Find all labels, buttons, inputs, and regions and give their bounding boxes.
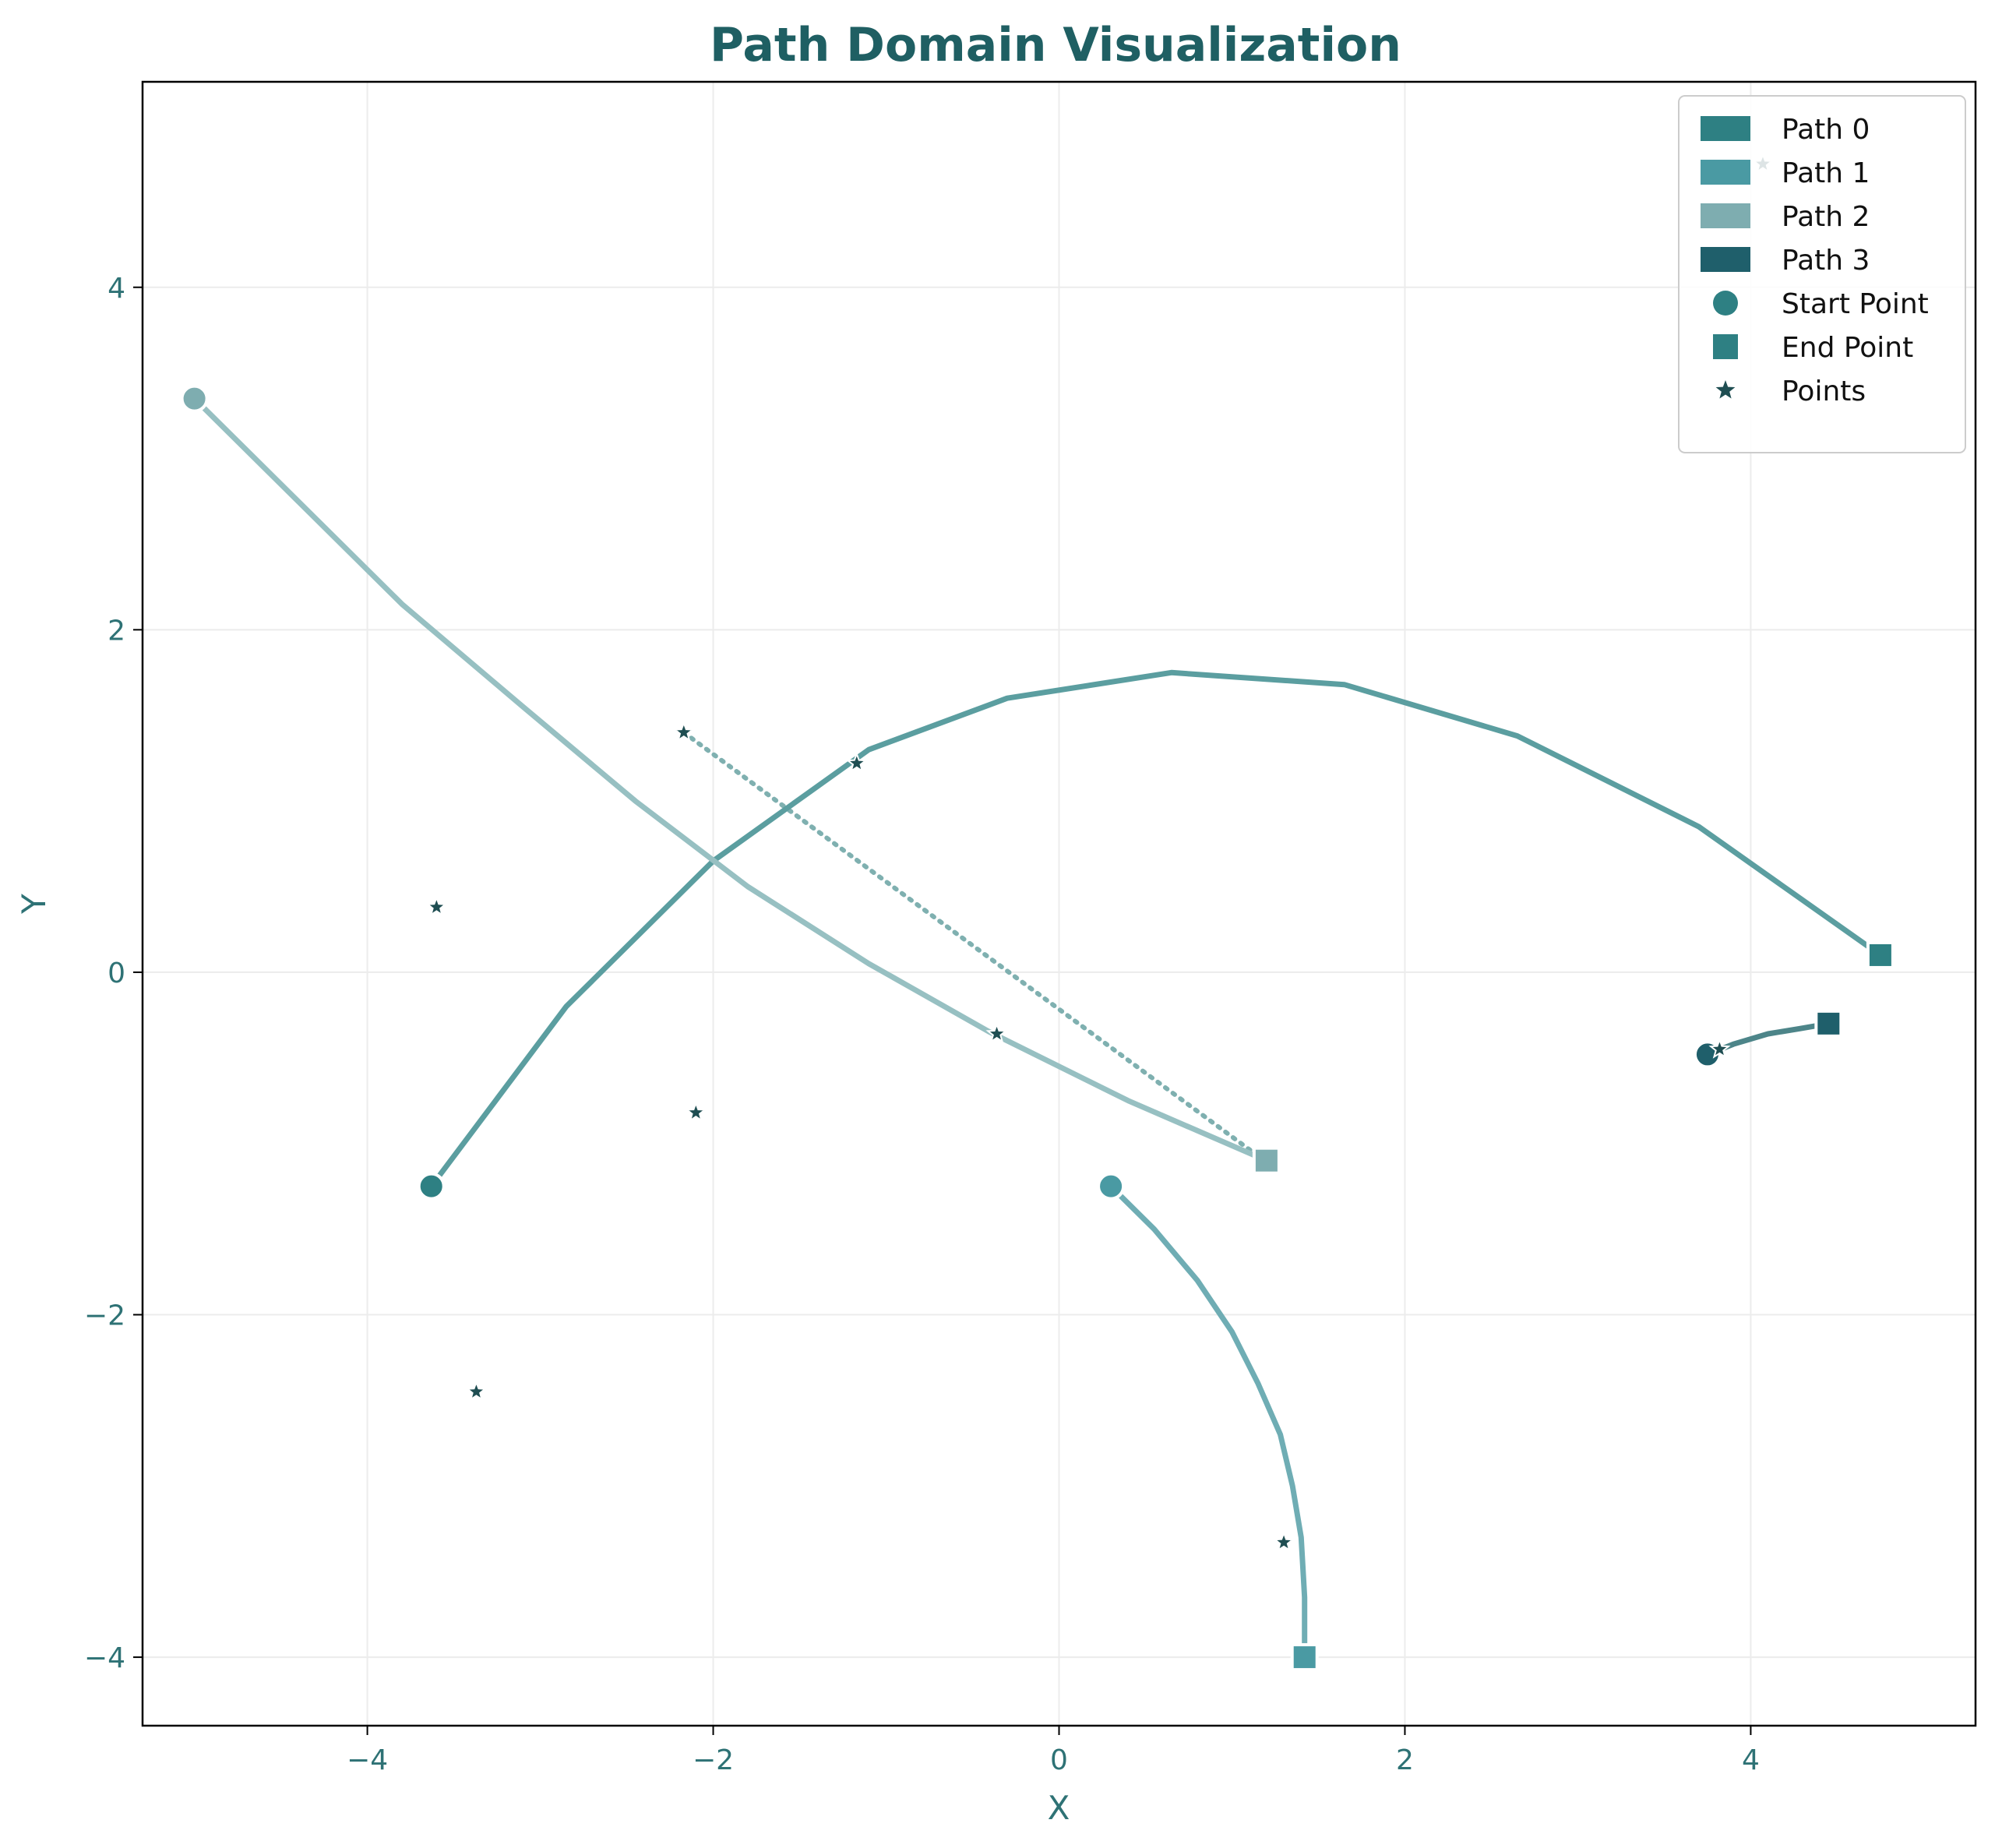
path-1-line — [1108, 1183, 1308, 1660]
path-3-end-point — [1814, 1009, 1843, 1038]
x-tick-label: 2 — [1396, 1744, 1414, 1776]
legend-label-start-point: Start Point — [1782, 288, 1929, 320]
x-tick-label: 0 — [1050, 1744, 1068, 1776]
grid — [143, 82, 1976, 1726]
path-1-end-point — [1290, 1643, 1319, 1672]
x-tick-label: −4 — [347, 1744, 388, 1776]
legend-label-points: Points — [1782, 376, 1866, 407]
dotted-connector — [681, 730, 1256, 1155]
scatter-point — [845, 751, 868, 773]
legend-box — [1678, 95, 1966, 453]
legend-marker-end-point — [1713, 334, 1738, 359]
scatter-point — [985, 1022, 1008, 1043]
scatter-point — [465, 1380, 488, 1402]
markers — [180, 152, 1895, 1672]
x-tick-label: 4 — [1742, 1744, 1760, 1776]
legend-label-end-point: End Point — [1782, 332, 1913, 364]
path-0-start-point — [417, 1172, 446, 1201]
axis-ticks: −4 −2 0 2 4 −4 −2 0 2 4 — [84, 273, 1760, 1776]
path-2-line — [192, 396, 1270, 1164]
path-0-line — [428, 669, 1884, 1190]
scatter-point — [1708, 1037, 1731, 1059]
x-tick-label: −2 — [693, 1744, 734, 1776]
scatter-point — [425, 895, 448, 917]
legend-label-path-2: Path 2 — [1782, 201, 1870, 233]
series-lines — [192, 396, 1884, 1660]
legend-label-path-0: Path 0 — [1782, 114, 1870, 146]
chart-title: Path Domain Visualization — [710, 18, 1401, 72]
scatter-point — [685, 1101, 707, 1123]
legend-marker-start-point — [1713, 291, 1738, 316]
legend-label-path-1: Path 1 — [1782, 157, 1870, 189]
x-axis-label: X — [1048, 1789, 1070, 1827]
y-tick-label: 2 — [108, 615, 125, 647]
legend-label-path-3: Path 3 — [1782, 245, 1870, 277]
legend-marker-points — [1715, 380, 1736, 399]
scatter-point — [1273, 1530, 1295, 1552]
y-tick-label: 4 — [108, 273, 125, 305]
y-tick-label: 0 — [108, 958, 125, 989]
legend-patch-path-3 — [1701, 247, 1750, 272]
y-axis-label: Y — [15, 894, 53, 915]
scatter-point — [672, 721, 695, 742]
path-2-end-point — [1252, 1146, 1281, 1175]
legend-patch-path-2 — [1701, 203, 1750, 228]
legend: Path 0 Path 1 Path 2 Path 3 Start Point End P… — [1678, 95, 1966, 453]
path-0-end-point — [1866, 940, 1895, 969]
legend-patch-path-0 — [1701, 116, 1750, 141]
y-tick-label: −2 — [84, 1300, 125, 1332]
path-1-start-point — [1097, 1172, 1126, 1201]
y-tick-label: −4 — [84, 1642, 125, 1674]
path-2-start-point — [180, 384, 209, 413]
legend-patch-path-1 — [1701, 160, 1750, 185]
